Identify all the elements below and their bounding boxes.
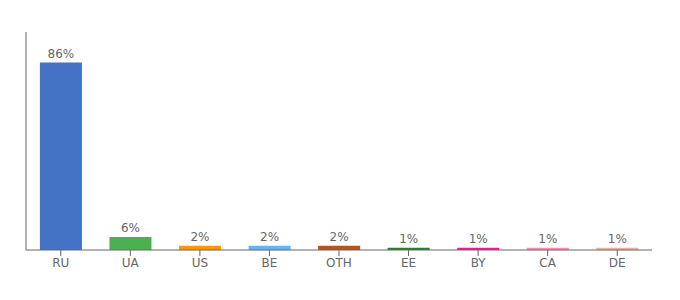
svg-text:DE: DE [609, 256, 626, 270]
svg-text:UA: UA [122, 256, 140, 270]
svg-text:1%: 1% [608, 232, 627, 246]
svg-text:1%: 1% [399, 232, 418, 246]
svg-text:BY: BY [471, 256, 487, 270]
svg-text:BE: BE [262, 256, 278, 270]
svg-text:1%: 1% [538, 232, 557, 246]
svg-text:CA: CA [539, 256, 556, 270]
svg-text:86%: 86% [48, 47, 75, 61]
svg-text:RU: RU [52, 256, 69, 270]
svg-text:2%: 2% [190, 230, 209, 244]
svg-text:6%: 6% [121, 221, 140, 235]
svg-text:US: US [192, 256, 208, 270]
svg-text:OTH: OTH [326, 256, 352, 270]
svg-text:2%: 2% [330, 230, 349, 244]
svg-text:EE: EE [401, 256, 416, 270]
svg-text:1%: 1% [469, 232, 488, 246]
svg-text:2%: 2% [260, 230, 279, 244]
